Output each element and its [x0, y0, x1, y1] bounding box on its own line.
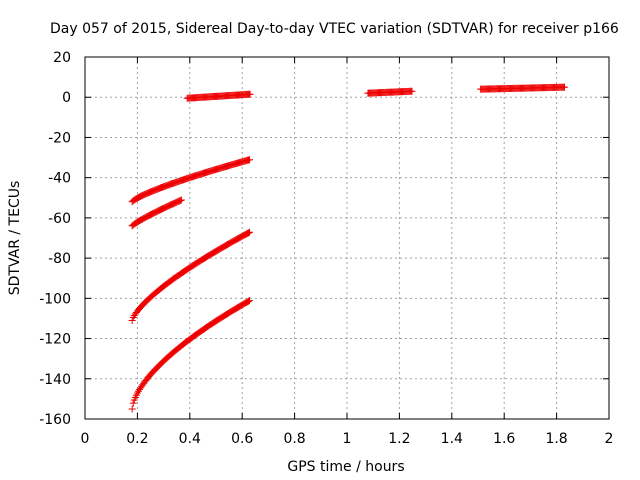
x-tick-label: 0	[81, 431, 90, 447]
data-point	[128, 405, 136, 413]
axis-ticks	[84, 56, 610, 420]
x-axis-label: GPS time / hours	[287, 459, 404, 475]
data-point	[246, 297, 254, 305]
x-tick-label: 1.6	[493, 431, 515, 447]
x-tick-labels: 0 0.2 0.4 0.6 0.8 1 1.2 1.4 1.6 1.8 2	[81, 431, 614, 447]
y-tick-labels: -160 -140 -120 -100 -80 -60 -40 -20 0 20	[39, 50, 71, 428]
x-tick-label: 0.6	[231, 431, 253, 447]
y-tick-label: -140	[39, 372, 71, 388]
y-tick-label: -80	[48, 251, 71, 267]
x-tick-label: 1.8	[545, 431, 567, 447]
y-axis-label: SDTVAR / TECUs	[7, 181, 23, 296]
data-point	[560, 83, 568, 91]
series-satellite-track-G	[128, 297, 254, 413]
chart-title: Day 057 of 2015, Sidereal Day-to-day VTE…	[50, 21, 619, 37]
data-point	[177, 196, 185, 204]
data-point	[246, 228, 254, 236]
series-satellite-track-B	[364, 87, 416, 97]
series-satellite-track-A	[183, 90, 254, 102]
data-point	[129, 399, 137, 407]
y-tick-label: -160	[39, 412, 71, 428]
series-satellite-track-F	[128, 228, 254, 324]
x-tick-label: 0.8	[283, 431, 305, 447]
data-marks	[128, 83, 568, 413]
y-tick-label: -40	[48, 171, 71, 187]
y-tick-label: 0	[62, 90, 71, 106]
series-satellite-track-C	[477, 83, 568, 93]
series-satellite-track-D	[128, 156, 254, 206]
y-tick-label: -100	[39, 291, 71, 307]
x-tick-label: 1.4	[441, 431, 463, 447]
data-point	[246, 156, 254, 164]
data-point	[128, 316, 136, 324]
x-tick-label: 1	[343, 431, 352, 447]
data-point	[244, 297, 252, 305]
y-tick-label: -20	[48, 130, 71, 146]
grid-lines	[85, 57, 609, 419]
x-tick-label: 1.2	[388, 431, 410, 447]
x-tick-label: 0.2	[126, 431, 148, 447]
y-tick-label: 20	[53, 50, 71, 66]
y-tick-label: -120	[39, 332, 71, 348]
data-point	[246, 90, 254, 98]
data-point	[408, 87, 416, 95]
series-satellite-track-E	[128, 196, 185, 230]
x-tick-label: 2	[605, 431, 614, 447]
data-point	[244, 229, 252, 237]
x-tick-label: 0.4	[179, 431, 201, 447]
y-tick-label: -60	[48, 211, 71, 227]
